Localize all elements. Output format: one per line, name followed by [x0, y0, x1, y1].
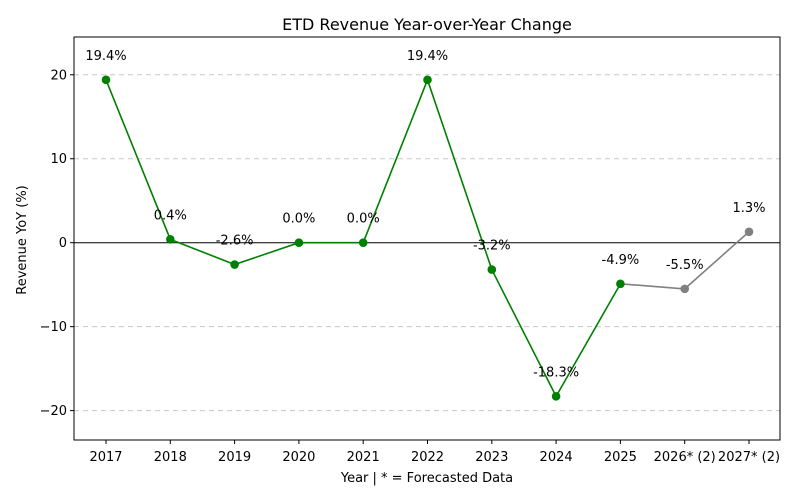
data-label: 19.4%	[85, 49, 126, 64]
data-label: -18.3%	[533, 365, 579, 380]
data-point	[680, 284, 689, 294]
x-tick-label: 2022	[411, 450, 444, 465]
data-point	[616, 279, 625, 289]
x-tick-label: 2018	[154, 450, 187, 465]
data-point	[358, 238, 368, 247]
y-tick-label: 20	[50, 68, 67, 83]
x-axis-ticks: 2017 2018 2019 2020 2021 2022 2023 2024 2025 2026…	[89, 440, 780, 465]
data-point	[101, 75, 111, 85]
y-axis-label: Revenue YoY (%)	[15, 185, 30, 294]
data-point	[744, 227, 754, 237]
x-tick-label: 2019	[218, 450, 251, 465]
data-point	[230, 260, 239, 269]
data-point	[166, 235, 175, 244]
data-point	[294, 238, 304, 247]
x-tick-label: 2025	[604, 450, 637, 465]
data-point	[423, 75, 432, 85]
series-points	[101, 75, 754, 401]
x-tick-label: 2024	[540, 450, 573, 465]
y-tick-label: 0	[59, 236, 67, 251]
data-label: -2.6%	[216, 234, 254, 249]
y-tick-label: 10	[50, 152, 67, 167]
x-tick-label: 2017	[89, 450, 122, 465]
data-point	[551, 392, 561, 401]
x-tick-label: 2021	[347, 450, 380, 465]
data-label: 19.4%	[407, 49, 448, 64]
data-label: -4.9%	[602, 253, 640, 268]
data-label: 1.3%	[732, 201, 765, 216]
y-axis-ticks: −20 −10 0 10 20	[40, 68, 74, 419]
y-tick-label: −20	[40, 404, 67, 419]
x-tick-label: 2023	[475, 450, 508, 465]
data-label: -5.5%	[666, 258, 704, 273]
data-label: 0.0%	[282, 212, 315, 227]
x-tick-label: 2026* (2)	[654, 450, 716, 465]
y-tick-label: −10	[40, 320, 67, 335]
x-tick-label: 2020	[282, 450, 315, 465]
data-labels: 19.4% 0.4% -2.6% 0.0% 0.0% 19.4% -3.2% -18.3% -4…	[85, 49, 765, 381]
data-label: 0.0%	[347, 212, 380, 227]
grid-layer	[74, 74, 780, 412]
chart-title: ETD Revenue Year-over-Year Change	[282, 15, 572, 34]
x-tick-label: 2027* (2)	[718, 450, 780, 465]
data-point	[487, 265, 497, 274]
data-label: 0.4%	[154, 208, 187, 223]
x-axis-label: Year | * = Forecasted Data	[340, 471, 513, 486]
data-label: -3.2%	[473, 239, 511, 254]
